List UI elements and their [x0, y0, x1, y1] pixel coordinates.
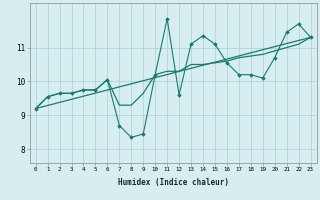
X-axis label: Humidex (Indice chaleur): Humidex (Indice chaleur) — [118, 178, 228, 187]
